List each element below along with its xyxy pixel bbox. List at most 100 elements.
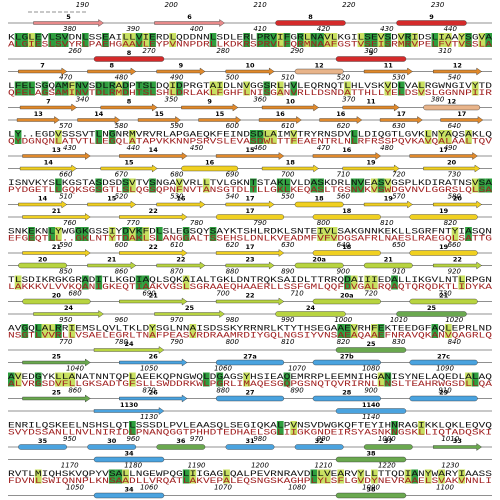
residue-number: 920 <box>448 268 462 276</box>
strand <box>433 443 482 451</box>
sequence: LY..EGDVSSSVTLNGNRMVRVRLAPGAEQKFEINDSDLA… <box>8 131 492 140</box>
conservation-shade <box>149 81 156 89</box>
conservation-shade <box>250 178 257 186</box>
element-label: 22 <box>149 243 158 251</box>
strand <box>261 103 319 112</box>
helix <box>156 444 206 450</box>
residue-number: 800 <box>317 219 331 227</box>
helix <box>409 298 478 305</box>
element-label: 15 <box>155 110 165 118</box>
element-label: 24 <box>306 304 316 312</box>
residue-number: 460 <box>253 144 267 152</box>
conservation-shade <box>142 33 150 40</box>
element-label: 38 <box>366 486 376 494</box>
conservation-shade <box>411 469 419 477</box>
conservation-shade <box>142 275 150 283</box>
element-label: 21 <box>439 292 449 300</box>
sequence: SVYDSSANLLNVLNIRIDLPNANQGGTPHHDTEDHAELSG… <box>8 429 492 438</box>
conservation-shade <box>202 372 210 380</box>
element-label: 17 <box>439 146 448 154</box>
residue-number: 590 <box>59 241 73 249</box>
residue-number: 980 <box>226 316 240 324</box>
residue-number: 1070 <box>288 365 306 373</box>
conservation-shade <box>451 227 459 234</box>
conservation-shade <box>263 130 271 137</box>
conservation-shade <box>102 88 109 96</box>
residue-number: 540 <box>226 193 240 201</box>
residue-number: 770 <box>59 338 73 346</box>
conservation-shade <box>129 372 136 380</box>
element-label: 17 <box>245 243 254 251</box>
conservation-shade <box>478 33 486 40</box>
element-label: 27 <box>245 389 254 397</box>
conservation-shade <box>68 81 76 89</box>
element-label: 11 <box>384 62 394 70</box>
conservation-shade <box>337 324 345 331</box>
residue-number: 700 <box>216 290 230 298</box>
conservation-shade <box>276 421 284 428</box>
conservation-shade <box>465 379 472 387</box>
conservation-shade <box>323 234 331 241</box>
conservation-shade <box>377 372 385 380</box>
conservation-shade <box>209 234 217 241</box>
sequence: RVTLMIQHSKVQPYVSALLNGEWPQGLIIGAGLQALPEVR… <box>8 470 492 479</box>
element-label: 27b <box>340 353 354 361</box>
helix <box>409 214 478 220</box>
sequence: ALGIESLSVYRLPAEHGAAVLEYPVNNPDRLLKDKRSPRV… <box>8 41 492 50</box>
residue-number: 700 <box>281 171 295 179</box>
conservation-shade <box>169 33 177 40</box>
conservation-shade <box>317 185 324 193</box>
conservation-shade <box>169 88 177 96</box>
conservation-shade <box>404 476 412 484</box>
conservation-shade <box>81 40 89 47</box>
strand <box>119 249 188 257</box>
conservation-shade <box>209 33 217 40</box>
residue-number: 720 <box>392 171 406 179</box>
conservation-shade <box>243 81 250 89</box>
conservation-shade <box>216 372 224 380</box>
residue-number: 690 <box>226 171 240 179</box>
element-label: 13 <box>34 110 43 118</box>
conservation-shade <box>81 282 89 290</box>
helix <box>396 311 467 317</box>
residue-number: 1090 <box>362 484 380 492</box>
sequence: EFGEQTLL..GKLNTYTDAKLSLANGGALTSSEHSLDNLK… <box>8 235 492 244</box>
residue-number: 390 <box>126 25 140 33</box>
conservation-shade <box>68 372 76 380</box>
conservation-shade <box>344 331 351 338</box>
conservation-shade <box>155 234 163 241</box>
conservation-shade <box>317 469 324 477</box>
conservation-shade <box>310 476 318 484</box>
helix <box>409 250 478 256</box>
helix <box>363 262 413 269</box>
residue-number: 1000 <box>334 316 352 324</box>
element-label: 30 <box>107 437 117 445</box>
conservation-shade <box>108 130 116 137</box>
residue-number: 580 <box>448 193 462 201</box>
residue-number: 430 <box>380 25 394 33</box>
conservation-shade <box>8 379 15 387</box>
strand <box>312 152 382 160</box>
strand <box>119 297 188 306</box>
residue-number: 360 <box>253 96 267 104</box>
residue-number: 1060 <box>140 484 158 492</box>
conservation-shade <box>350 331 358 338</box>
conservation-shade <box>364 40 371 47</box>
conservation-shade <box>122 88 129 96</box>
residue-number: 200 <box>165 1 179 9</box>
residue-number: 470 <box>59 74 73 82</box>
residue-number: 370 <box>342 96 356 104</box>
conservation-shade <box>451 234 459 241</box>
conservation-shade <box>149 324 156 331</box>
conservation-shade <box>223 476 230 484</box>
conservation-shade <box>55 81 62 89</box>
conservation-shade <box>14 88 22 96</box>
strand <box>119 394 188 403</box>
conservation-shade <box>276 81 284 89</box>
element-label: 8 <box>308 13 313 21</box>
conservation-shade <box>377 185 385 193</box>
residue-number: 790 <box>170 338 184 346</box>
conservation-shade <box>182 469 190 477</box>
conservation-shade <box>243 88 250 96</box>
residue-number: 860 <box>115 268 129 276</box>
